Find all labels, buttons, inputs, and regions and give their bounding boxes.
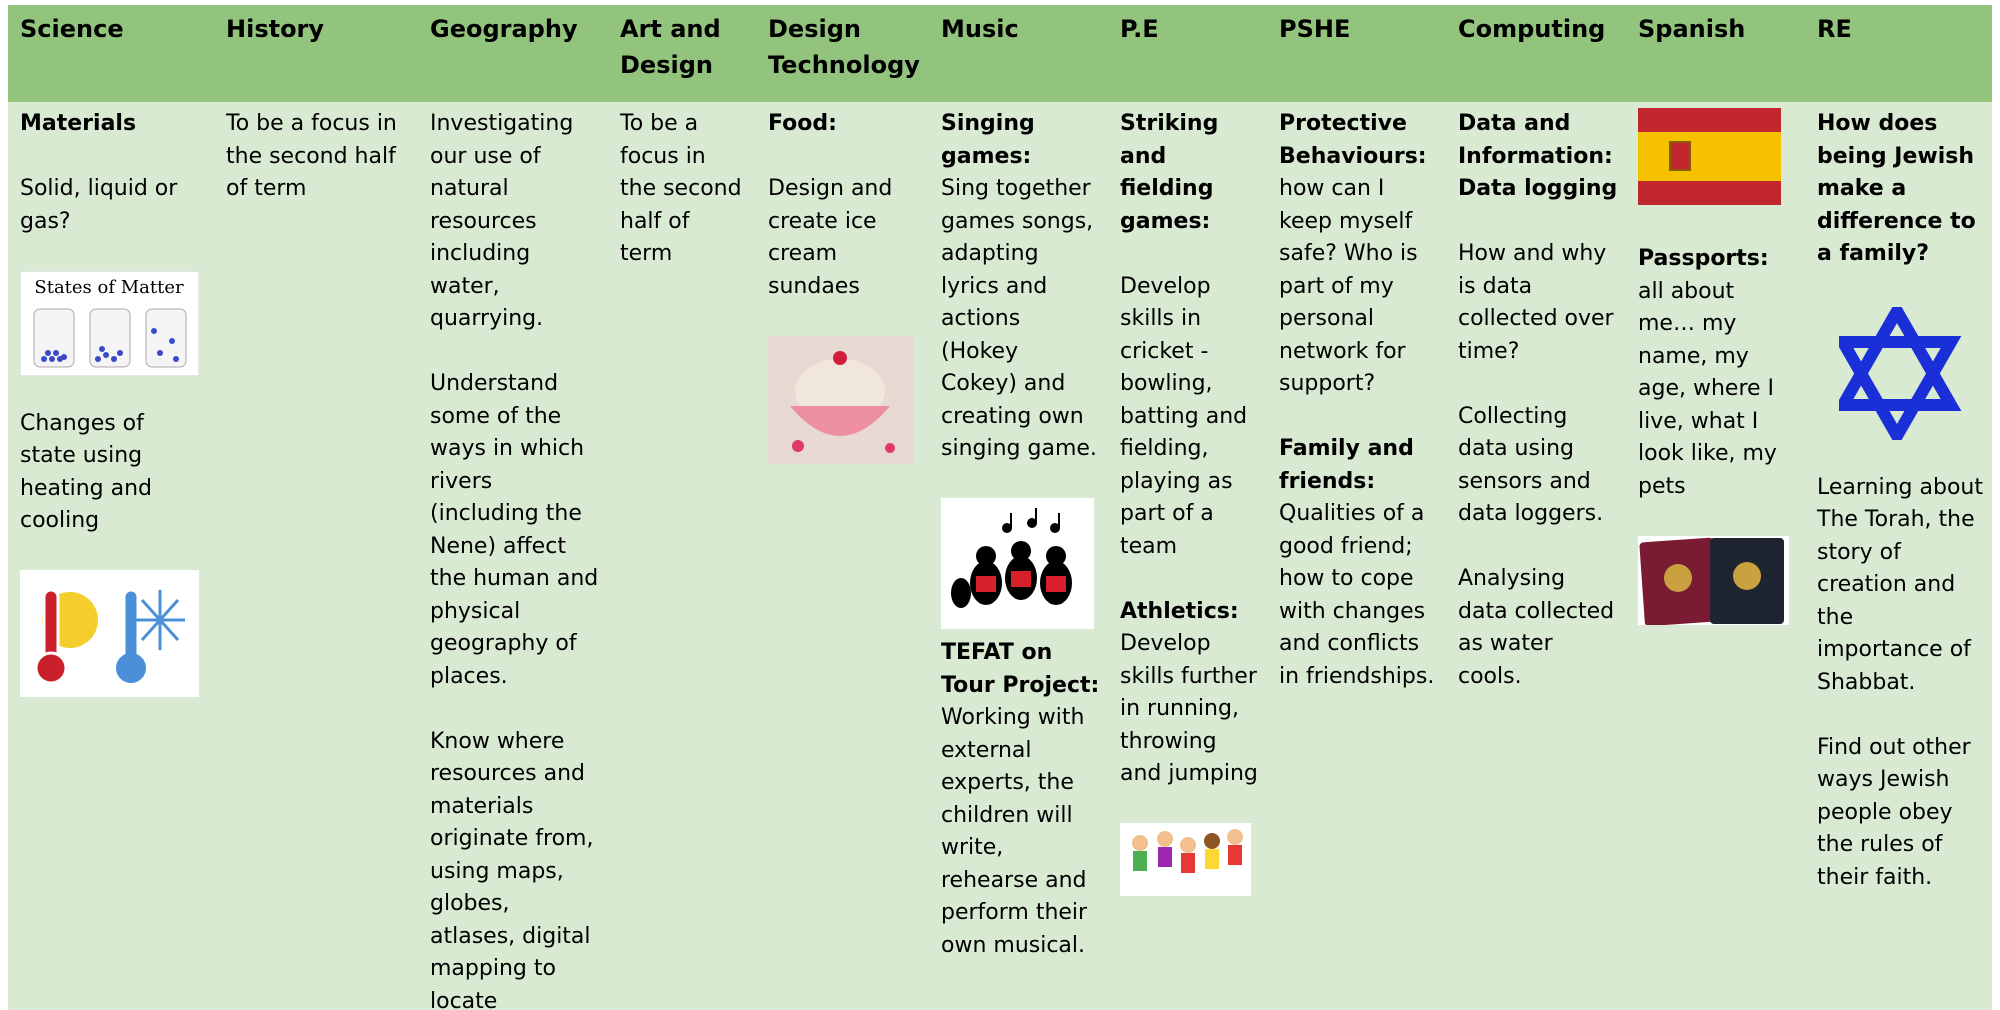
heading: TEFAT on Tour Project: [941, 640, 1100, 698]
cell: Materials Solid, liquid or gas? States o… [8, 102, 214, 1010]
heading: Family and friends: [1279, 436, 1414, 494]
text: How and why is data collected over time? [1458, 241, 1614, 364]
text: Sing together games songs, adapting lyri… [941, 176, 1097, 461]
cell: Protective Behaviours: how can I keep mys… [1267, 102, 1446, 1010]
heading: Striking and fielding games: [1120, 111, 1219, 234]
body-row: Materials Solid, liquid or gas? States o… [8, 102, 1992, 1010]
text: Understand some of the ways in which riv… [430, 371, 599, 689]
text: all about me… my name, my age, where I l… [1638, 278, 1777, 499]
heading: Singing games: [941, 111, 1035, 169]
text: Analysing data collected as water cools. [1458, 566, 1615, 689]
cell: Striking and fielding games: Develop ski… [1108, 102, 1267, 1010]
text: Design and create ice cream sundaes [768, 176, 893, 299]
cell: How does being Jewish make a difference … [1805, 102, 1992, 1010]
header-cell: P.E [1120, 15, 1159, 43]
header-cell: History [226, 15, 325, 43]
text: Investigating our use of natural resourc… [430, 111, 574, 331]
cell: Investigating our use of natural resourc… [418, 102, 608, 1010]
header-row: Science History Geography Art and Design… [8, 5, 1992, 102]
thermometer-image [20, 570, 199, 697]
heading: Protective Behaviours: [1279, 111, 1427, 169]
spain-flag-image [1638, 108, 1781, 205]
curriculum-table: Science History Geography Art and Design… [8, 5, 1992, 1010]
header-cell: RE [1817, 15, 1852, 43]
text: To be a focus in the second half of term [620, 111, 742, 266]
header-cell: Art and Design [620, 15, 721, 79]
passports-image [1638, 535, 1789, 625]
cell: Passports: all about me… my name, my age… [1626, 102, 1805, 1010]
children-image [1120, 823, 1251, 896]
states-of-matter-image: States of Matter [20, 270, 199, 376]
text: Find out other ways Jewish people obey t… [1817, 734, 1971, 890]
heading: Food: [768, 111, 837, 136]
cell: Food: Design and create ice cream sundae… [756, 102, 929, 1010]
header-cell: Computing [1458, 15, 1606, 43]
heading: Materials [20, 111, 137, 136]
text: Learning about The Torah, the story of c… [1817, 474, 1983, 695]
header-cell: Music [941, 15, 1019, 43]
cell: Data and Information: Data logging How a… [1446, 102, 1626, 1010]
text: Solid, liquid or gas? [20, 176, 178, 234]
header-cell: PSHE [1279, 15, 1351, 43]
text: Know where resources and materials origi… [430, 728, 594, 1010]
header-cell: Geography [430, 15, 578, 43]
header-cell: Design Technology [768, 15, 920, 79]
text: Qualities of a good friend; how to cope … [1279, 501, 1435, 689]
heading: Passports: [1638, 246, 1769, 271]
heading: How does being Jewish make a difference … [1817, 111, 1976, 266]
text: Working with external experts, the child… [941, 705, 1088, 958]
header-cell: Science [20, 15, 124, 43]
text: To be a focus in the second half of term [226, 111, 397, 201]
text: Develop skills in cricket - bowling, bat… [1120, 273, 1248, 559]
header-cell: Spanish [1638, 15, 1746, 43]
heading: Athletics: [1120, 598, 1239, 624]
heading: Data and Information: Data logging [1458, 111, 1618, 201]
text: how can I keep myself safe? Who is part … [1279, 176, 1418, 396]
text: Collecting data using sensors and data l… [1458, 403, 1604, 527]
sundae-image [768, 335, 913, 464]
cell: Singing games: Sing together games songs,… [929, 102, 1108, 1010]
star-of-david-image [1839, 306, 1962, 440]
cell: To be a focus in the second half of term [214, 102, 418, 1010]
text: Changes of state using heating and cooli… [20, 410, 152, 534]
text: Develop skills further in running, throw… [1120, 631, 1258, 786]
image-label: States of Matter [34, 277, 184, 298]
singers-image [941, 498, 1094, 629]
cell: To be a focus in the second half of term [608, 102, 756, 1010]
